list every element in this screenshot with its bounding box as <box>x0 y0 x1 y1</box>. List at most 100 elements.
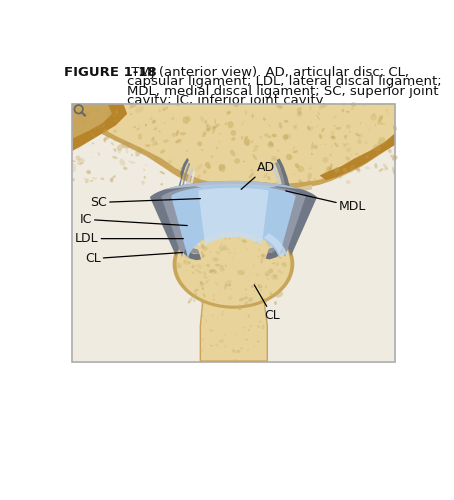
Ellipse shape <box>267 228 268 230</box>
Ellipse shape <box>236 334 238 336</box>
Ellipse shape <box>368 128 370 130</box>
Ellipse shape <box>239 298 244 302</box>
Ellipse shape <box>205 120 207 123</box>
Ellipse shape <box>224 237 227 240</box>
Ellipse shape <box>378 116 383 121</box>
Ellipse shape <box>225 122 227 125</box>
Ellipse shape <box>87 170 91 174</box>
Text: MDL, medial discal ligament; SC, superior joint: MDL, medial discal ligament; SC, superio… <box>127 84 439 98</box>
Ellipse shape <box>192 296 194 298</box>
Ellipse shape <box>346 124 351 129</box>
Ellipse shape <box>238 304 242 310</box>
Ellipse shape <box>103 129 109 132</box>
Ellipse shape <box>216 304 218 307</box>
Ellipse shape <box>197 264 202 269</box>
Polygon shape <box>178 162 200 254</box>
Ellipse shape <box>117 144 123 151</box>
Ellipse shape <box>249 228 254 232</box>
Ellipse shape <box>351 102 356 107</box>
Ellipse shape <box>267 142 274 148</box>
Ellipse shape <box>209 328 211 330</box>
Ellipse shape <box>103 135 110 140</box>
Polygon shape <box>320 104 395 180</box>
Ellipse shape <box>281 170 284 174</box>
Ellipse shape <box>326 166 331 171</box>
Ellipse shape <box>194 293 197 298</box>
Ellipse shape <box>114 130 117 133</box>
Ellipse shape <box>102 130 105 133</box>
Ellipse shape <box>153 120 156 122</box>
Ellipse shape <box>203 294 205 298</box>
Ellipse shape <box>257 284 262 288</box>
Ellipse shape <box>232 308 235 309</box>
Ellipse shape <box>75 110 79 114</box>
Ellipse shape <box>253 346 255 348</box>
Ellipse shape <box>263 173 268 178</box>
Polygon shape <box>187 171 200 246</box>
Ellipse shape <box>271 134 277 138</box>
Ellipse shape <box>203 170 207 174</box>
Ellipse shape <box>101 124 105 128</box>
Ellipse shape <box>219 169 221 171</box>
Text: CL: CL <box>254 285 280 322</box>
Ellipse shape <box>241 138 242 140</box>
Ellipse shape <box>276 244 279 246</box>
Ellipse shape <box>216 251 218 253</box>
Ellipse shape <box>272 262 275 264</box>
Ellipse shape <box>196 164 203 171</box>
Ellipse shape <box>350 155 352 156</box>
Ellipse shape <box>113 148 116 152</box>
Ellipse shape <box>232 257 233 258</box>
Ellipse shape <box>172 117 174 120</box>
Ellipse shape <box>270 293 272 296</box>
Ellipse shape <box>211 285 212 287</box>
Ellipse shape <box>365 141 368 144</box>
Ellipse shape <box>82 118 87 124</box>
Ellipse shape <box>249 292 251 294</box>
Ellipse shape <box>237 350 241 353</box>
Ellipse shape <box>334 126 336 127</box>
Ellipse shape <box>203 271 206 274</box>
Ellipse shape <box>233 104 238 107</box>
Ellipse shape <box>271 156 277 161</box>
Ellipse shape <box>358 138 360 139</box>
Ellipse shape <box>255 310 256 312</box>
Ellipse shape <box>210 345 213 346</box>
Ellipse shape <box>264 270 271 276</box>
Text: FIGURE 1-18: FIGURE 1-18 <box>64 66 157 79</box>
Ellipse shape <box>267 278 269 280</box>
Ellipse shape <box>202 300 205 302</box>
Ellipse shape <box>215 223 217 226</box>
Ellipse shape <box>282 252 284 254</box>
Ellipse shape <box>229 263 230 264</box>
Ellipse shape <box>271 242 273 246</box>
Ellipse shape <box>269 124 270 126</box>
Ellipse shape <box>253 264 255 267</box>
Ellipse shape <box>254 290 255 291</box>
Ellipse shape <box>388 148 392 154</box>
Ellipse shape <box>194 289 198 292</box>
Ellipse shape <box>346 180 351 184</box>
Ellipse shape <box>201 149 203 151</box>
Ellipse shape <box>192 272 195 274</box>
Ellipse shape <box>321 144 322 145</box>
Ellipse shape <box>243 296 246 299</box>
Ellipse shape <box>210 155 213 158</box>
Ellipse shape <box>293 125 296 128</box>
Ellipse shape <box>375 104 377 106</box>
Ellipse shape <box>173 220 294 308</box>
Ellipse shape <box>293 150 298 153</box>
Ellipse shape <box>217 345 219 347</box>
Ellipse shape <box>266 270 267 272</box>
Ellipse shape <box>248 329 250 331</box>
Ellipse shape <box>192 265 195 268</box>
Ellipse shape <box>311 152 313 155</box>
Ellipse shape <box>111 142 114 146</box>
Ellipse shape <box>375 124 376 126</box>
Ellipse shape <box>228 111 231 114</box>
Ellipse shape <box>272 162 276 165</box>
Ellipse shape <box>277 262 279 264</box>
Ellipse shape <box>245 288 247 290</box>
Ellipse shape <box>274 301 277 305</box>
Ellipse shape <box>198 298 201 302</box>
